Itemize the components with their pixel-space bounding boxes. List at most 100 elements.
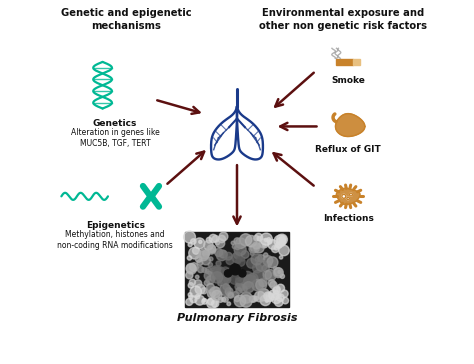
Circle shape [274, 235, 286, 247]
Circle shape [212, 270, 219, 276]
Circle shape [218, 281, 222, 286]
Circle shape [273, 266, 277, 270]
Circle shape [206, 269, 210, 273]
Circle shape [226, 257, 234, 265]
Circle shape [255, 257, 260, 261]
Circle shape [212, 236, 219, 242]
Circle shape [236, 288, 242, 293]
Circle shape [250, 252, 254, 256]
Circle shape [282, 297, 289, 304]
Circle shape [264, 292, 272, 300]
Circle shape [274, 298, 283, 306]
Text: Epigenetics: Epigenetics [86, 221, 145, 230]
Circle shape [202, 298, 206, 302]
Circle shape [210, 268, 221, 279]
Circle shape [215, 249, 223, 257]
Circle shape [273, 291, 281, 299]
Circle shape [201, 256, 210, 265]
Circle shape [279, 241, 284, 245]
Circle shape [253, 270, 264, 281]
Circle shape [227, 302, 231, 306]
Circle shape [199, 251, 209, 261]
Circle shape [234, 295, 246, 307]
Circle shape [272, 245, 279, 253]
Circle shape [231, 241, 235, 245]
Circle shape [233, 292, 239, 298]
Circle shape [246, 258, 256, 268]
Circle shape [268, 240, 272, 244]
Circle shape [190, 296, 197, 303]
Circle shape [204, 241, 213, 250]
Circle shape [269, 290, 279, 300]
Circle shape [235, 296, 240, 302]
Circle shape [214, 268, 223, 277]
Circle shape [256, 260, 267, 271]
Circle shape [189, 295, 192, 299]
Circle shape [194, 238, 205, 249]
Circle shape [189, 279, 195, 285]
Circle shape [251, 254, 262, 265]
Polygon shape [336, 114, 365, 136]
Circle shape [260, 233, 273, 245]
Circle shape [254, 296, 258, 301]
Bar [353, 59, 360, 65]
Circle shape [236, 277, 245, 287]
Circle shape [265, 270, 276, 281]
Bar [337, 59, 353, 65]
Circle shape [225, 252, 232, 260]
Text: Smoke: Smoke [331, 76, 365, 84]
Circle shape [231, 272, 235, 276]
Circle shape [215, 240, 219, 245]
Circle shape [209, 257, 213, 261]
Circle shape [212, 290, 222, 301]
Circle shape [224, 276, 231, 283]
Text: Methylation, histones and
non-coding RNA modifications: Methylation, histones and non-coding RNA… [57, 230, 173, 250]
Circle shape [232, 245, 237, 249]
Circle shape [208, 298, 214, 305]
Polygon shape [336, 188, 360, 205]
Circle shape [212, 287, 219, 294]
Circle shape [214, 267, 226, 278]
Circle shape [240, 275, 253, 287]
Circle shape [254, 236, 259, 241]
Circle shape [183, 231, 195, 243]
Circle shape [274, 268, 283, 276]
Circle shape [217, 250, 227, 261]
Circle shape [228, 293, 234, 298]
Circle shape [192, 247, 200, 254]
Circle shape [221, 269, 227, 275]
Circle shape [279, 245, 289, 256]
Circle shape [234, 244, 246, 256]
Circle shape [223, 284, 229, 290]
Circle shape [277, 244, 281, 248]
Circle shape [255, 291, 265, 302]
Circle shape [349, 193, 353, 196]
Circle shape [236, 238, 246, 248]
Circle shape [251, 244, 259, 253]
Circle shape [187, 256, 191, 260]
Circle shape [209, 270, 214, 276]
Circle shape [208, 262, 212, 267]
Circle shape [186, 298, 192, 305]
Circle shape [244, 275, 255, 287]
Circle shape [206, 237, 212, 243]
Circle shape [205, 267, 211, 274]
Circle shape [237, 280, 246, 289]
Circle shape [273, 286, 280, 293]
Circle shape [222, 267, 229, 274]
Circle shape [204, 280, 210, 285]
Circle shape [256, 244, 260, 249]
Circle shape [254, 243, 264, 253]
Circle shape [240, 234, 252, 246]
Circle shape [198, 266, 204, 273]
Circle shape [251, 296, 257, 302]
Circle shape [259, 239, 268, 248]
Circle shape [195, 256, 202, 262]
Circle shape [186, 272, 193, 279]
Circle shape [191, 239, 196, 244]
Circle shape [253, 242, 260, 249]
Circle shape [188, 243, 192, 247]
Circle shape [210, 248, 214, 253]
Circle shape [280, 274, 284, 278]
Circle shape [277, 234, 287, 245]
